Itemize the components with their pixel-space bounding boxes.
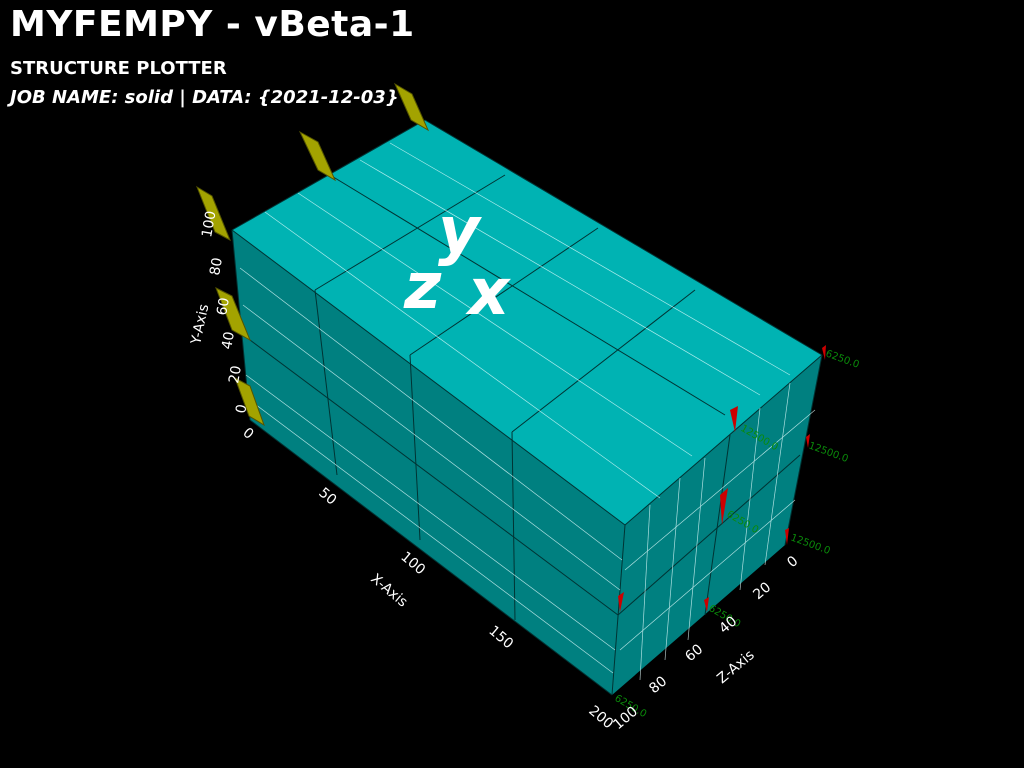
load-label: 12500.0 bbox=[789, 532, 832, 556]
y-tick: 100 bbox=[199, 210, 219, 239]
y-tick: 40 bbox=[219, 330, 238, 350]
app-title: MYFEMPY - vBeta-1 bbox=[10, 4, 415, 45]
z-tick: 80 bbox=[646, 673, 670, 697]
mesh-fine-lines bbox=[239, 142, 816, 681]
support-marker bbox=[298, 130, 337, 182]
load-arrow bbox=[618, 592, 624, 612]
y-tick: 80 bbox=[207, 256, 226, 276]
load-arrow bbox=[785, 528, 789, 545]
orientation-x-label: x bbox=[465, 256, 511, 330]
support-marker bbox=[234, 376, 265, 427]
mesh-top-face bbox=[232, 120, 822, 525]
support-marker bbox=[393, 82, 430, 132]
load-label: 6250.0 bbox=[824, 348, 861, 370]
z-axis-label: Z-Axis bbox=[714, 647, 757, 687]
y-tick: 0 bbox=[233, 403, 250, 415]
z-tick: 0 bbox=[784, 553, 801, 571]
x-tick: 200 bbox=[585, 703, 616, 732]
load-arrow bbox=[704, 597, 709, 612]
orientation-z-label: z bbox=[403, 250, 442, 324]
x-tick: 0 bbox=[239, 425, 256, 443]
orientation-y-label: y bbox=[438, 194, 482, 268]
support-marker bbox=[195, 185, 231, 242]
y-tick: 60 bbox=[214, 296, 233, 316]
supports bbox=[195, 82, 430, 427]
load-arrow bbox=[822, 345, 826, 360]
load-arrow bbox=[806, 434, 810, 448]
plot-subtitle: STRUCTURE PLOTTER bbox=[10, 58, 227, 79]
x-axis-label: X-Axis bbox=[367, 571, 410, 611]
z-tick: 60 bbox=[682, 641, 706, 665]
job-info: JOB NAME: solid | DATA: {2021-12-03} bbox=[10, 87, 399, 108]
y-axis-label: Y-Axis bbox=[188, 303, 212, 347]
load-label: 12500.0 bbox=[807, 440, 850, 464]
load-arrow bbox=[730, 406, 738, 432]
support-marker bbox=[215, 286, 252, 342]
mesh-front-face bbox=[232, 230, 625, 695]
x-tick: 50 bbox=[315, 485, 339, 509]
load-arrow bbox=[720, 488, 728, 525]
y-tick: 20 bbox=[226, 364, 245, 384]
x-tick: 100 bbox=[397, 549, 428, 578]
x-tick: 150 bbox=[485, 623, 516, 652]
load-arrows bbox=[618, 345, 826, 612]
z-tick: 20 bbox=[750, 579, 774, 603]
